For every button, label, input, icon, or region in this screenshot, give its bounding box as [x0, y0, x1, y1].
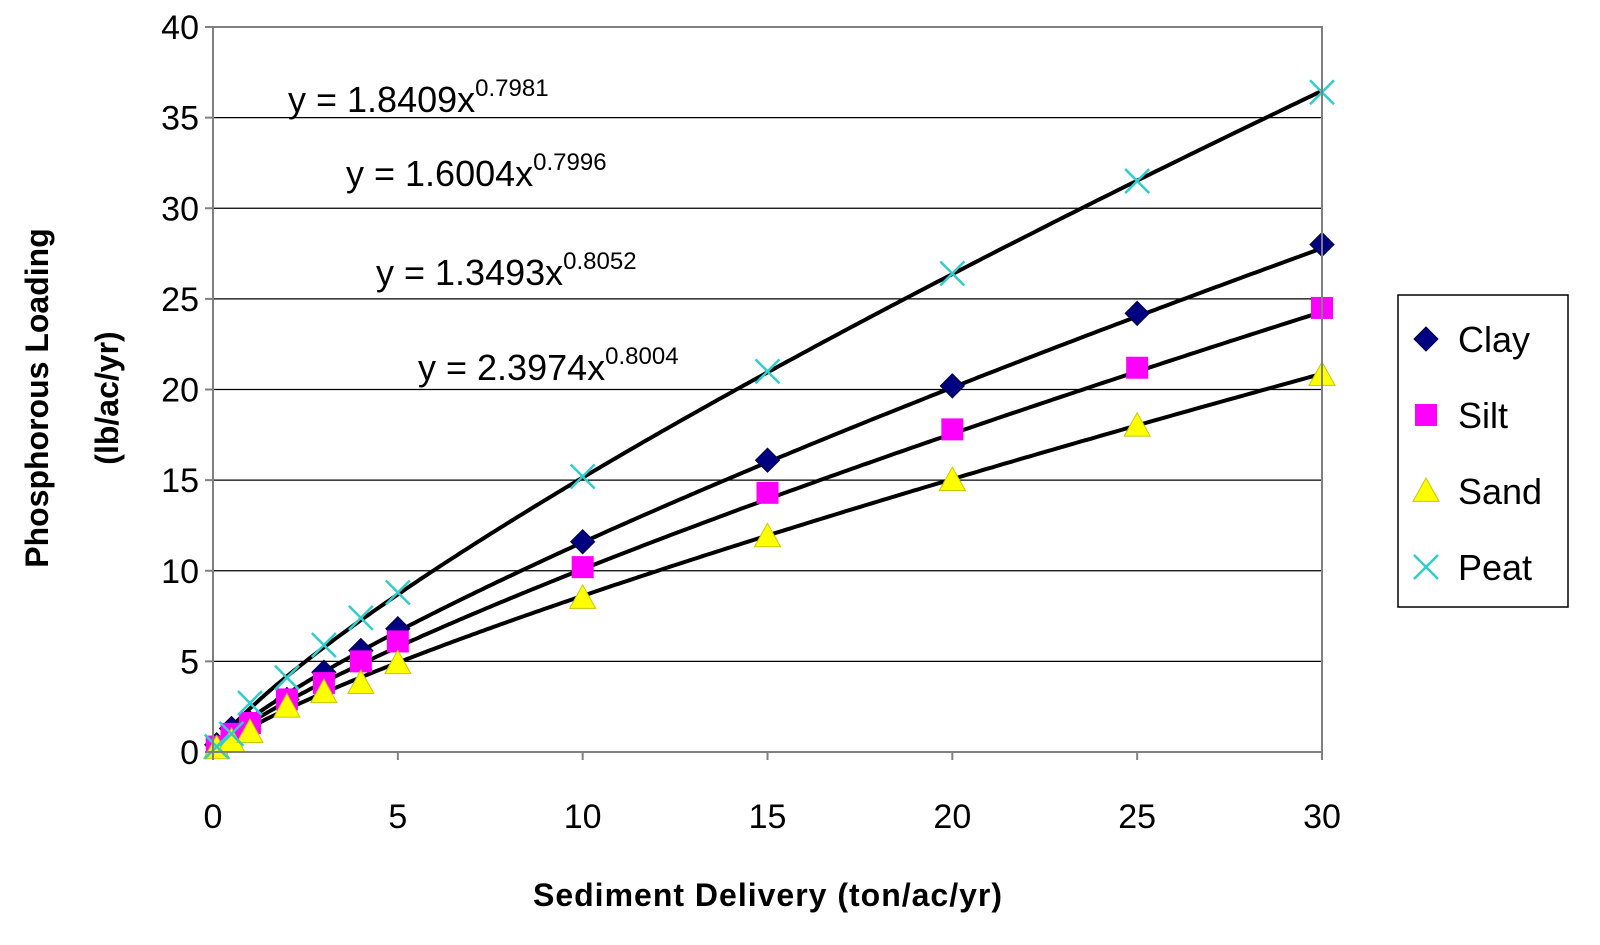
legend-marker-peat [1413, 554, 1439, 580]
legend-marker-silt [1415, 404, 1437, 426]
silt-point-8 [756, 481, 779, 504]
legend-label-sand: Sand [1458, 471, 1542, 512]
sand-point-9 [938, 466, 967, 492]
y-tick-label-20: 20 [161, 372, 199, 410]
sand-point-10 [1123, 411, 1152, 437]
equation-label-2: y = 1.6004x0.7996 [346, 149, 607, 194]
equation-label-1: y = 1.8409x0.7981 [288, 75, 549, 120]
peat-point-2 [237, 690, 263, 716]
y-tick-label-30: 30 [161, 190, 199, 228]
silt-point-6 [386, 630, 409, 653]
silt-point-9 [941, 418, 964, 441]
peat-point-10 [1124, 168, 1151, 194]
silt-point-7 [571, 556, 594, 579]
x-tick-label-25: 25 [1118, 798, 1156, 836]
legend-marker-clay [1413, 326, 1439, 352]
peat-point-4 [311, 632, 337, 658]
gridlines [213, 26, 1322, 662]
sand-point-2 [236, 718, 264, 743]
equation-label-4: y = 2.3974x0.8004 [418, 343, 679, 388]
sand-point-3 [273, 692, 301, 718]
y-tick-label-15: 15 [161, 462, 199, 500]
peat-point-7 [569, 463, 596, 490]
sand-point-8 [753, 522, 782, 548]
equation-label-3: y = 1.3493x0.8052 [376, 248, 637, 293]
trendlines [213, 88, 1323, 752]
peat-point-6 [384, 579, 411, 606]
data-points [202, 79, 1336, 760]
x-tick-label-0: 0 [204, 798, 223, 836]
silt-point-10 [1126, 356, 1149, 379]
y-tick-label-10: 10 [161, 553, 199, 591]
legend-label-peat: Peat [1458, 547, 1532, 588]
x-tick-label-5: 5 [388, 798, 407, 836]
clay-point-10 [1124, 300, 1150, 327]
peat-point-1 [218, 720, 245, 747]
x-tick-label-15: 15 [749, 798, 787, 836]
trendline-1 [213, 88, 1323, 750]
x-tick-label-10: 10 [564, 798, 602, 836]
y-tick-label-40: 40 [161, 9, 199, 47]
clay-point-7 [569, 529, 596, 555]
clay-point-9 [939, 373, 966, 399]
y-tick-label-25: 25 [161, 281, 199, 319]
x-tick-label-20: 20 [933, 798, 971, 836]
axis-ticks: 0 5 10 15 20 25 30 35 40 0 5 10 15 20 25 30 [161, 9, 1341, 836]
clay-point-8 [754, 447, 781, 473]
peat-point-9 [939, 260, 966, 287]
peat-point-8 [754, 358, 781, 385]
legend-label-silt: Silt [1458, 395, 1508, 436]
peat-point-5 [347, 604, 374, 631]
silt-point-5 [349, 650, 372, 673]
sand-point-4 [310, 678, 338, 704]
trendline-4 [213, 371, 1323, 752]
sand-point-5 [347, 669, 375, 695]
peat-point-3 [274, 664, 300, 691]
legend-markers [1412, 326, 1440, 580]
peat-point-0 [203, 733, 230, 760]
legend-marker-sand [1412, 476, 1440, 502]
y-tick-label-5: 5 [180, 643, 199, 681]
sand-point-7 [568, 583, 597, 609]
trendline-2 [213, 246, 1323, 751]
y-tick-label-0: 0 [180, 734, 199, 772]
series-peat [203, 79, 1335, 760]
x-tick-label-30: 30 [1303, 798, 1341, 836]
trendline-3 [213, 309, 1323, 751]
y-tick-label-35: 35 [161, 100, 199, 138]
y-axis-title-line1: Phosphorous Loading [19, 228, 55, 568]
legend-label-clay: Clay [1458, 319, 1530, 360]
series-sand [202, 360, 1336, 760]
y-axis-title-line2: (lb/ac/yr) [89, 331, 125, 464]
x-axis-title: Sediment Delivery (ton/ac/yr) [533, 877, 1003, 913]
legend: Clay Silt Sand Peat [1397, 294, 1569, 608]
sand-point-6 [383, 649, 412, 675]
